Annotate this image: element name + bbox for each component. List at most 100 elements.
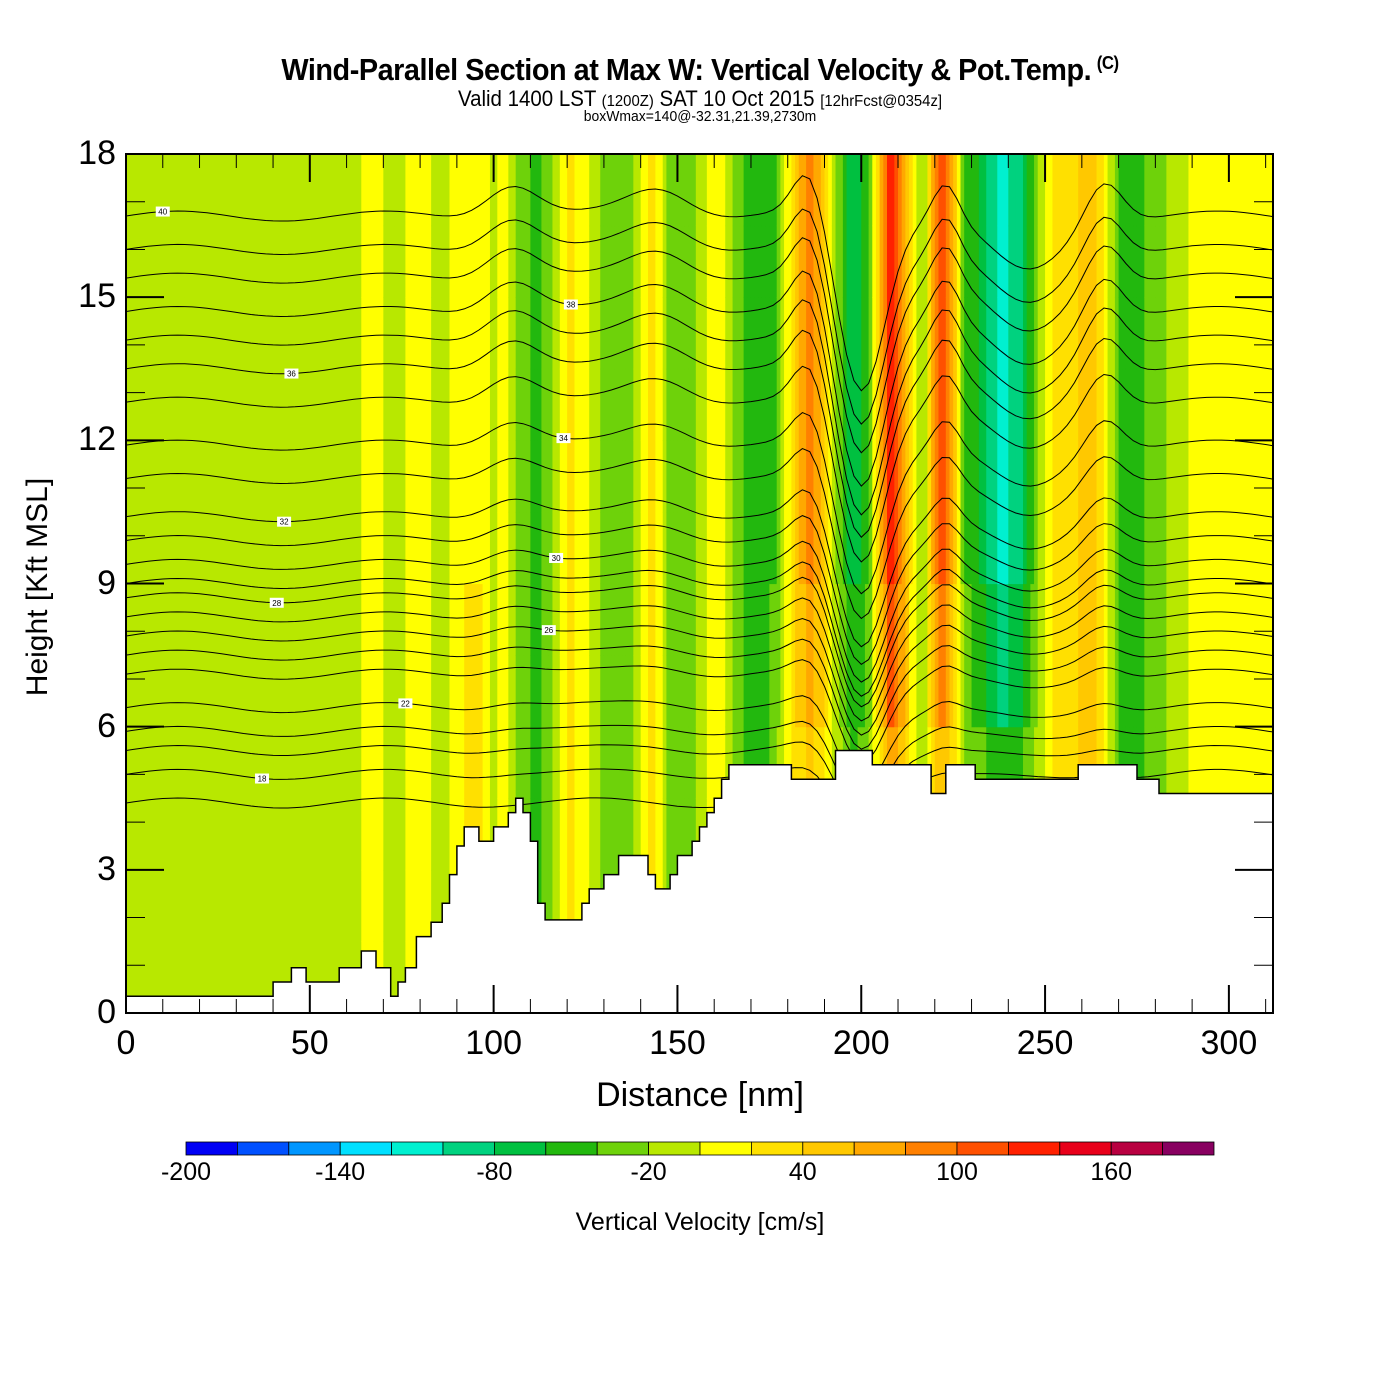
w-cell: [375, 225, 381, 298]
w-cell: [379, 225, 384, 298]
w-cell: [570, 798, 576, 871]
w-cell: [1203, 583, 1208, 656]
w-cell: [1232, 440, 1237, 513]
w-cell: [184, 297, 190, 370]
w-cell: [942, 154, 947, 227]
w-cell: [592, 511, 598, 585]
w-cell: [184, 583, 190, 656]
w-cell: [614, 511, 620, 585]
w-cell: [129, 583, 134, 656]
w-cell: [1155, 583, 1160, 656]
w-cell: [214, 798, 219, 871]
w-cell: [820, 511, 826, 585]
w-cell: [298, 798, 304, 871]
w-cell: [471, 154, 476, 227]
w-cell: [390, 440, 395, 513]
w-cell: [614, 655, 620, 728]
w-cell: [350, 297, 355, 370]
w-cell: [975, 583, 980, 656]
w-cell: [276, 225, 282, 298]
w-cell: [644, 368, 649, 441]
w-cell: [342, 225, 348, 298]
w-cell: [387, 655, 392, 728]
w-cell: [1258, 297, 1263, 370]
w-cell: [133, 655, 138, 728]
w-cell: [993, 511, 998, 585]
w-cell: [1203, 225, 1208, 298]
w-cell: [250, 511, 256, 585]
w-cell: [398, 368, 403, 441]
w-cell: [346, 368, 351, 441]
w-cell: [651, 440, 656, 513]
w-cell: [1133, 368, 1138, 441]
w-cell: [420, 798, 425, 871]
w-cell: [170, 655, 175, 728]
w-cell: [989, 655, 995, 728]
w-cell: [526, 225, 531, 298]
valid-utc: (1200Z): [601, 93, 654, 110]
w-cell: [1228, 583, 1234, 656]
w-cell: [982, 440, 987, 513]
w-cell: [548, 655, 554, 728]
w-cell: [412, 798, 418, 871]
w-cell: [1170, 154, 1175, 227]
w-cell: [1015, 511, 1020, 585]
w-cell: [695, 154, 701, 227]
w-cell: [129, 655, 134, 728]
w-cell: [637, 583, 642, 656]
w-cell: [548, 440, 554, 513]
w-cell: [181, 941, 186, 1013]
w-cell: [596, 225, 601, 298]
w-cell: [997, 225, 1002, 298]
w-cell: [949, 655, 954, 728]
w-cell: [684, 154, 690, 227]
w-cell: [699, 655, 704, 728]
w-cell: [423, 368, 429, 441]
w-cell: [1026, 297, 1031, 370]
w-cell: [162, 869, 168, 943]
w-cell: [530, 798, 535, 871]
w-cell: [670, 726, 675, 799]
w-cell: [1111, 297, 1116, 370]
w-cell: [405, 583, 410, 656]
w-cell: [214, 297, 219, 370]
w-cell: [181, 368, 186, 441]
w-cell: [1125, 511, 1131, 585]
w-cell: [221, 583, 226, 656]
w-cell: [203, 798, 208, 871]
w-cell: [614, 440, 620, 513]
w-cell: [177, 154, 182, 227]
w-cell: [673, 225, 679, 298]
w-cell: [280, 440, 285, 513]
w-cell: [578, 511, 583, 585]
w-cell: [1100, 583, 1105, 656]
w-cell: [375, 583, 381, 656]
w-cell: [640, 726, 645, 799]
w-cell: [1236, 583, 1241, 656]
w-cell: [1236, 655, 1241, 728]
w-cell: [295, 583, 300, 656]
w-cell: [875, 655, 881, 728]
w-cell: [666, 655, 671, 728]
w-cell: [923, 511, 929, 585]
w-cell: [607, 154, 612, 227]
w-cell: [155, 440, 160, 513]
w-cell: [758, 368, 763, 441]
theta-contour-line: [126, 329, 1273, 538]
w-cell: [809, 655, 815, 728]
w-cell: [662, 798, 668, 871]
w-cell: [784, 440, 789, 513]
w-cell: [1023, 726, 1028, 799]
w-cell: [949, 440, 954, 513]
contour-label: 18: [258, 775, 267, 784]
w-cell: [247, 297, 252, 370]
w-cell: [500, 655, 506, 728]
w-cell: [666, 798, 671, 871]
w-cell: [769, 655, 774, 728]
w-cell: [530, 726, 535, 799]
w-cell: [978, 368, 984, 441]
w-cell: [703, 726, 708, 799]
w-cell: [835, 225, 840, 298]
w-cell: [350, 511, 355, 585]
w-cell: [243, 440, 248, 513]
